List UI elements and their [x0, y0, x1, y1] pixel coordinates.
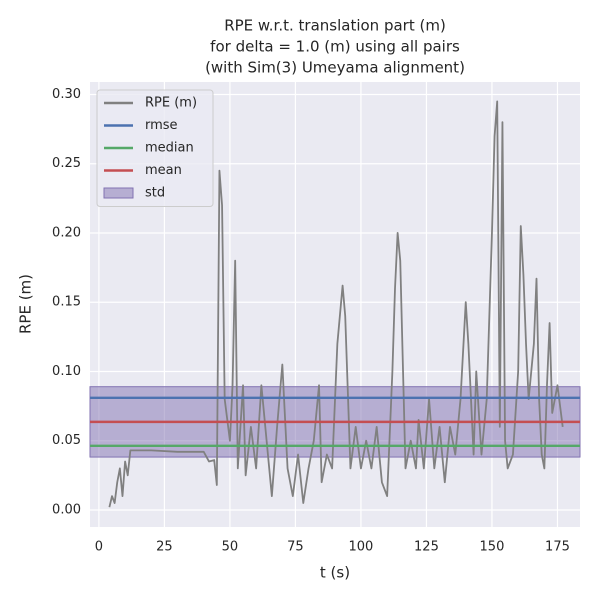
y-tick-label: 0.25: [52, 156, 81, 171]
legend-label: RPE (m): [145, 96, 197, 111]
rpe-line: [108, 100, 564, 508]
x-tick-label: 75: [287, 540, 304, 555]
legend-box: [96, 89, 214, 207]
x-tick-label: 100: [349, 540, 374, 555]
x-tick-label: 175: [545, 540, 570, 555]
marks: [89, 100, 581, 508]
y-tick-label: 0.30: [52, 87, 81, 102]
y-tick-label: 0.05: [52, 433, 81, 448]
x-tick-label: 150: [480, 540, 505, 555]
legend: RPE (m) rmse median mean std: [96, 89, 214, 207]
y-tick-label: 0.00: [52, 502, 81, 517]
x-tick-label: 50: [222, 540, 239, 555]
legend-label: median: [145, 141, 194, 156]
y-tick-label: 0.20: [52, 225, 81, 240]
legend-label: std: [145, 186, 165, 201]
y-tick-label: 0.15: [52, 295, 81, 310]
title-line: (with Sim(3) Umeyama alignment): [205, 59, 465, 77]
title-line: for delta = 1.0 (m) using all pairs: [210, 38, 460, 56]
x-tick-label: 0: [95, 540, 103, 555]
x-tick-label: 25: [156, 540, 173, 555]
legend-swatch: [103, 187, 134, 199]
x-tick-label: 125: [414, 540, 439, 555]
x-axis-label: t (s): [320, 564, 350, 582]
y-tick-label: 0.10: [52, 364, 81, 379]
y-axis-label: RPE (m): [17, 274, 35, 334]
legend-label: rmse: [145, 118, 178, 133]
title-line: RPE w.r.t. translation part (m): [224, 17, 446, 35]
legend-label: mean: [145, 163, 182, 178]
